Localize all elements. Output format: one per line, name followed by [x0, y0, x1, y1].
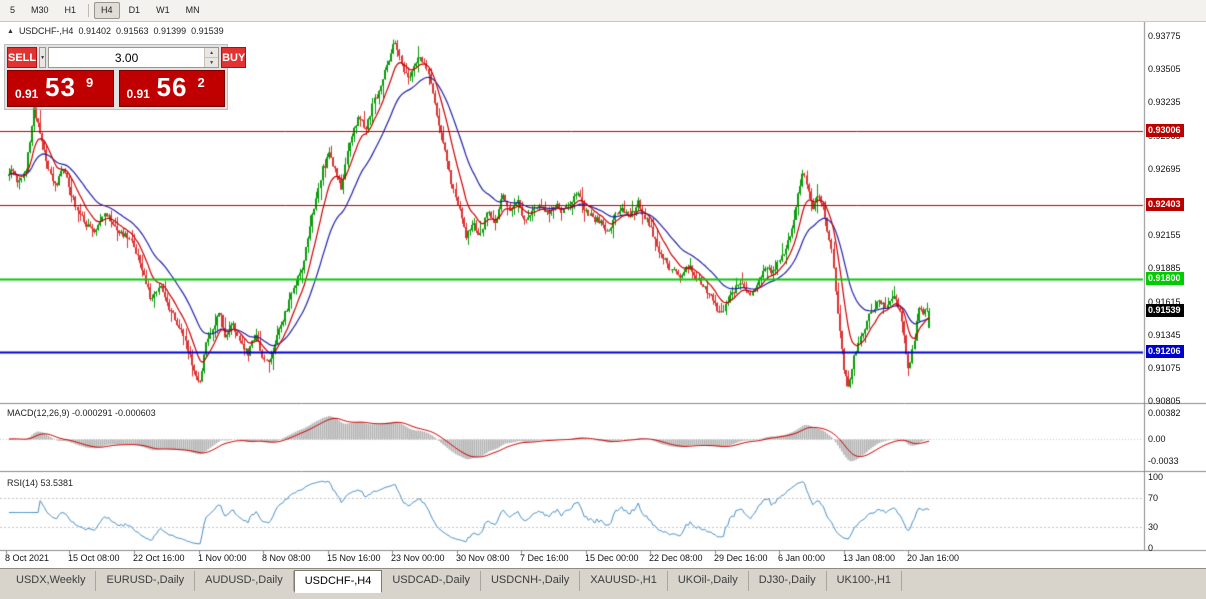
sell-price-pip-digit: 9: [86, 75, 94, 90]
buy-price-prefix: 0.91: [126, 87, 150, 101]
timeframe-button-mn[interactable]: MN: [185, 5, 200, 15]
chart-tab-xauusd-h1[interactable]: XAUUSD-,H1: [580, 571, 668, 592]
one-click-trading-panel: SELL ▼ ▲ ▼ BUY 0.91 53 9 0.91 56 2: [4, 44, 247, 110]
sell-price-big-digits: 53: [45, 72, 76, 102]
volume-field: ▲ ▼: [48, 47, 220, 68]
volume-decrease-button[interactable]: ▼: [205, 57, 219, 67]
sell-price-prefix: 0.91: [15, 87, 39, 101]
chart-tab-eurusd-daily[interactable]: EURUSD-,Daily: [96, 571, 196, 592]
chart-tab-usdchf-h4[interactable]: USDCHF-,H4: [293, 570, 383, 594]
volume-input[interactable]: [49, 48, 205, 67]
timeframe-button-h1[interactable]: H1: [64, 5, 77, 15]
sell-price-display[interactable]: 0.91 53 9: [7, 70, 114, 107]
buy-price-pip-digit: 2: [197, 75, 205, 90]
volume-dropdown-button[interactable]: ▼: [39, 47, 47, 68]
timeframe-button-w1[interactable]: W1: [156, 5, 170, 15]
chart-tab-ukoil-daily[interactable]: UKOil-,Daily: [668, 571, 749, 592]
chart-tab-usdcad-daily[interactable]: USDCAD-,Daily: [382, 571, 481, 592]
timeframe-buttons: 5 M30 H1 H4 D1 W1 MN: [2, 2, 208, 19]
chart-tabs-bar: USDX,Weekly EURUSD-,Daily AUDUSD-,Daily USD…: [0, 568, 1206, 599]
sell-button[interactable]: SELL: [7, 47, 38, 68]
buy-price-big-digits: 56: [156, 72, 188, 102]
volume-increase-button[interactable]: ▲: [205, 48, 219, 57]
chart-tab-audusd-daily[interactable]: AUDUSD-,Daily: [195, 571, 294, 592]
spin-down-icon: ▼: [209, 59, 215, 66]
chevron-down-icon: ▼: [40, 54, 46, 61]
timeframe-button-d1[interactable]: D1: [128, 5, 141, 15]
chart-tab-usdx-weekly[interactable]: USDX,Weekly: [6, 571, 97, 592]
chart-tab-uk100-h1[interactable]: UK100-,H1: [827, 571, 903, 592]
volume-spinner: ▲ ▼: [204, 48, 219, 67]
chart-tab-usdcnh-daily[interactable]: USDCNH-,Daily: [481, 571, 581, 592]
buy-price-display[interactable]: 0.91 56 2: [118, 70, 225, 107]
timeframe-toolbar: 5 M30 H1 H4 D1 W1 MN: [0, 0, 1206, 22]
timeframe-button-5[interactable]: 5: [10, 5, 16, 15]
timeframe-button-h4[interactable]: H4: [94, 2, 120, 19]
chart-tab-dj30-daily[interactable]: DJ30-,Daily: [749, 571, 827, 592]
chart-canvas[interactable]: [0, 22, 1206, 568]
spin-up-icon: ▲: [209, 49, 215, 56]
buy-button[interactable]: BUY: [221, 47, 247, 68]
timeframe-button-m30[interactable]: M30: [31, 5, 49, 15]
toolbar-divider: [88, 4, 90, 17]
